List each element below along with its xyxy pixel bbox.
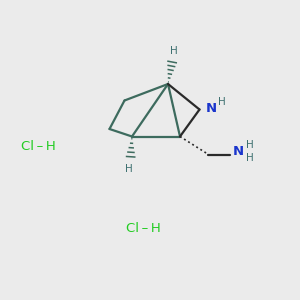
Text: H: H — [125, 164, 133, 173]
Text: H: H — [246, 153, 254, 163]
Text: N: N — [232, 145, 244, 158]
Text: Cl – H: Cl – H — [126, 221, 161, 235]
Text: H: H — [170, 46, 178, 56]
Text: H: H — [246, 140, 254, 151]
Text: Cl – H: Cl – H — [21, 140, 56, 154]
Text: N: N — [206, 101, 217, 115]
Text: H: H — [218, 97, 225, 107]
